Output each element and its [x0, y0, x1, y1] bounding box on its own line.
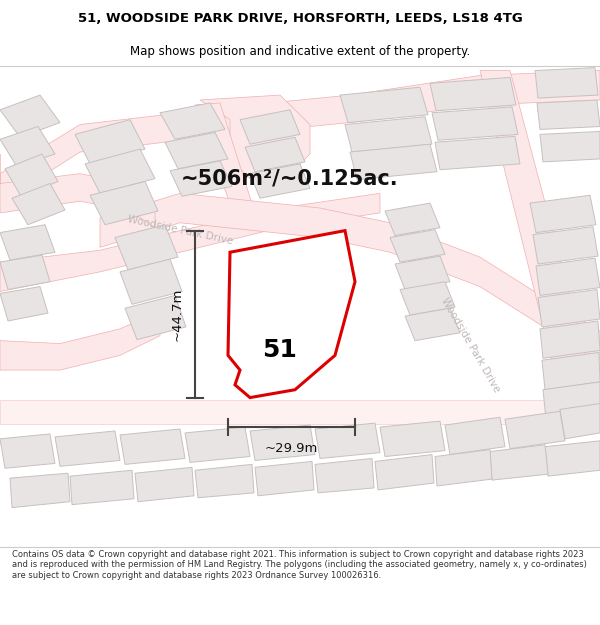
Text: Woodside Park Drive: Woodside Park Drive	[439, 296, 501, 394]
Polygon shape	[505, 411, 565, 449]
Polygon shape	[390, 229, 445, 262]
Polygon shape	[560, 404, 600, 439]
Polygon shape	[0, 255, 50, 289]
Polygon shape	[0, 193, 380, 291]
Polygon shape	[0, 311, 160, 370]
Polygon shape	[165, 132, 228, 169]
Polygon shape	[540, 321, 600, 358]
Polygon shape	[250, 425, 315, 461]
Polygon shape	[120, 259, 182, 304]
Polygon shape	[125, 296, 186, 339]
Polygon shape	[0, 225, 55, 260]
Polygon shape	[0, 95, 60, 138]
Polygon shape	[195, 103, 255, 218]
Polygon shape	[0, 71, 600, 203]
Polygon shape	[445, 418, 505, 454]
Text: ~44.7m: ~44.7m	[170, 288, 184, 341]
Polygon shape	[250, 164, 310, 198]
Polygon shape	[0, 126, 55, 167]
Text: Contains OS data © Crown copyright and database right 2021. This information is : Contains OS data © Crown copyright and d…	[12, 550, 587, 580]
Polygon shape	[533, 227, 598, 264]
Text: 51: 51	[262, 338, 296, 362]
Polygon shape	[538, 289, 600, 327]
Polygon shape	[100, 193, 600, 360]
Polygon shape	[340, 88, 428, 122]
Polygon shape	[70, 470, 134, 504]
Polygon shape	[170, 161, 232, 196]
Polygon shape	[0, 154, 155, 228]
Polygon shape	[245, 138, 305, 172]
Polygon shape	[315, 459, 374, 493]
Text: Woodside Park Drive: Woodside Park Drive	[127, 214, 233, 247]
Polygon shape	[120, 429, 185, 464]
Polygon shape	[542, 352, 600, 390]
Polygon shape	[0, 287, 48, 321]
Polygon shape	[135, 468, 194, 502]
Polygon shape	[240, 110, 300, 144]
Polygon shape	[543, 382, 600, 419]
Polygon shape	[530, 195, 596, 232]
Polygon shape	[540, 131, 600, 162]
Polygon shape	[185, 427, 250, 462]
Polygon shape	[535, 68, 598, 98]
Polygon shape	[75, 119, 145, 164]
Polygon shape	[395, 256, 450, 289]
Polygon shape	[0, 434, 55, 468]
Polygon shape	[10, 473, 70, 508]
Polygon shape	[255, 461, 314, 496]
Polygon shape	[490, 445, 548, 480]
Polygon shape	[5, 154, 58, 196]
Text: Map shows position and indicative extent of the property.: Map shows position and indicative extent…	[130, 45, 470, 58]
Polygon shape	[90, 181, 158, 225]
Polygon shape	[405, 308, 460, 341]
Polygon shape	[375, 454, 434, 490]
Text: ~506m²/~0.125ac.: ~506m²/~0.125ac.	[181, 169, 399, 189]
Polygon shape	[537, 100, 600, 129]
Polygon shape	[195, 464, 254, 498]
Text: ~29.9m: ~29.9m	[265, 442, 318, 455]
Polygon shape	[435, 136, 520, 170]
Polygon shape	[200, 95, 310, 184]
Polygon shape	[380, 421, 445, 456]
Text: 51, WOODSIDE PARK DRIVE, HORSFORTH, LEEDS, LS18 4TG: 51, WOODSIDE PARK DRIVE, HORSFORTH, LEED…	[77, 12, 523, 25]
Polygon shape	[435, 449, 492, 486]
Polygon shape	[400, 282, 455, 315]
Polygon shape	[228, 231, 355, 398]
Polygon shape	[345, 117, 432, 152]
Polygon shape	[0, 399, 600, 424]
Polygon shape	[115, 225, 178, 270]
Polygon shape	[385, 203, 440, 236]
Polygon shape	[480, 71, 600, 414]
Polygon shape	[350, 144, 437, 179]
Polygon shape	[12, 184, 65, 225]
Polygon shape	[315, 423, 380, 459]
Polygon shape	[432, 107, 518, 140]
Polygon shape	[55, 431, 120, 466]
Polygon shape	[536, 258, 600, 296]
Polygon shape	[85, 149, 155, 193]
Polygon shape	[545, 441, 600, 476]
Polygon shape	[430, 78, 516, 111]
Polygon shape	[160, 103, 225, 139]
